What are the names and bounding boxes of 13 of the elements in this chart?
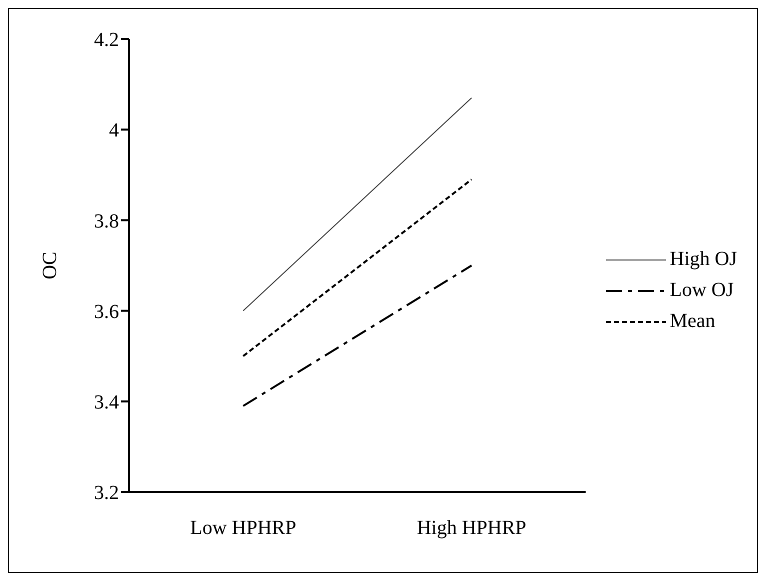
y-axis-title: OC [39, 252, 62, 280]
chart-frame: High OJ Low OJ Mean Low HPHRP High HPHRP 3.2 3.4 3.6 3.8 4 4.2 OC [8, 8, 758, 573]
x-tick-label: Low HPHRP [190, 517, 296, 540]
y-tick-label: 3.2 [94, 482, 119, 504]
y-tick-label: 4 [109, 120, 119, 142]
y-tick-label: 4.2 [94, 29, 119, 52]
y-tick-label: 3.4 [94, 392, 119, 414]
legend-label: Mean [670, 310, 716, 333]
legend-label: Low OJ [670, 279, 734, 302]
y-tick-label: 3.8 [94, 210, 119, 232]
legend-label: High OJ [670, 248, 737, 271]
x-tick-label: High HPHRP [416, 517, 526, 540]
y-tick-label: 3.6 [94, 300, 119, 323]
